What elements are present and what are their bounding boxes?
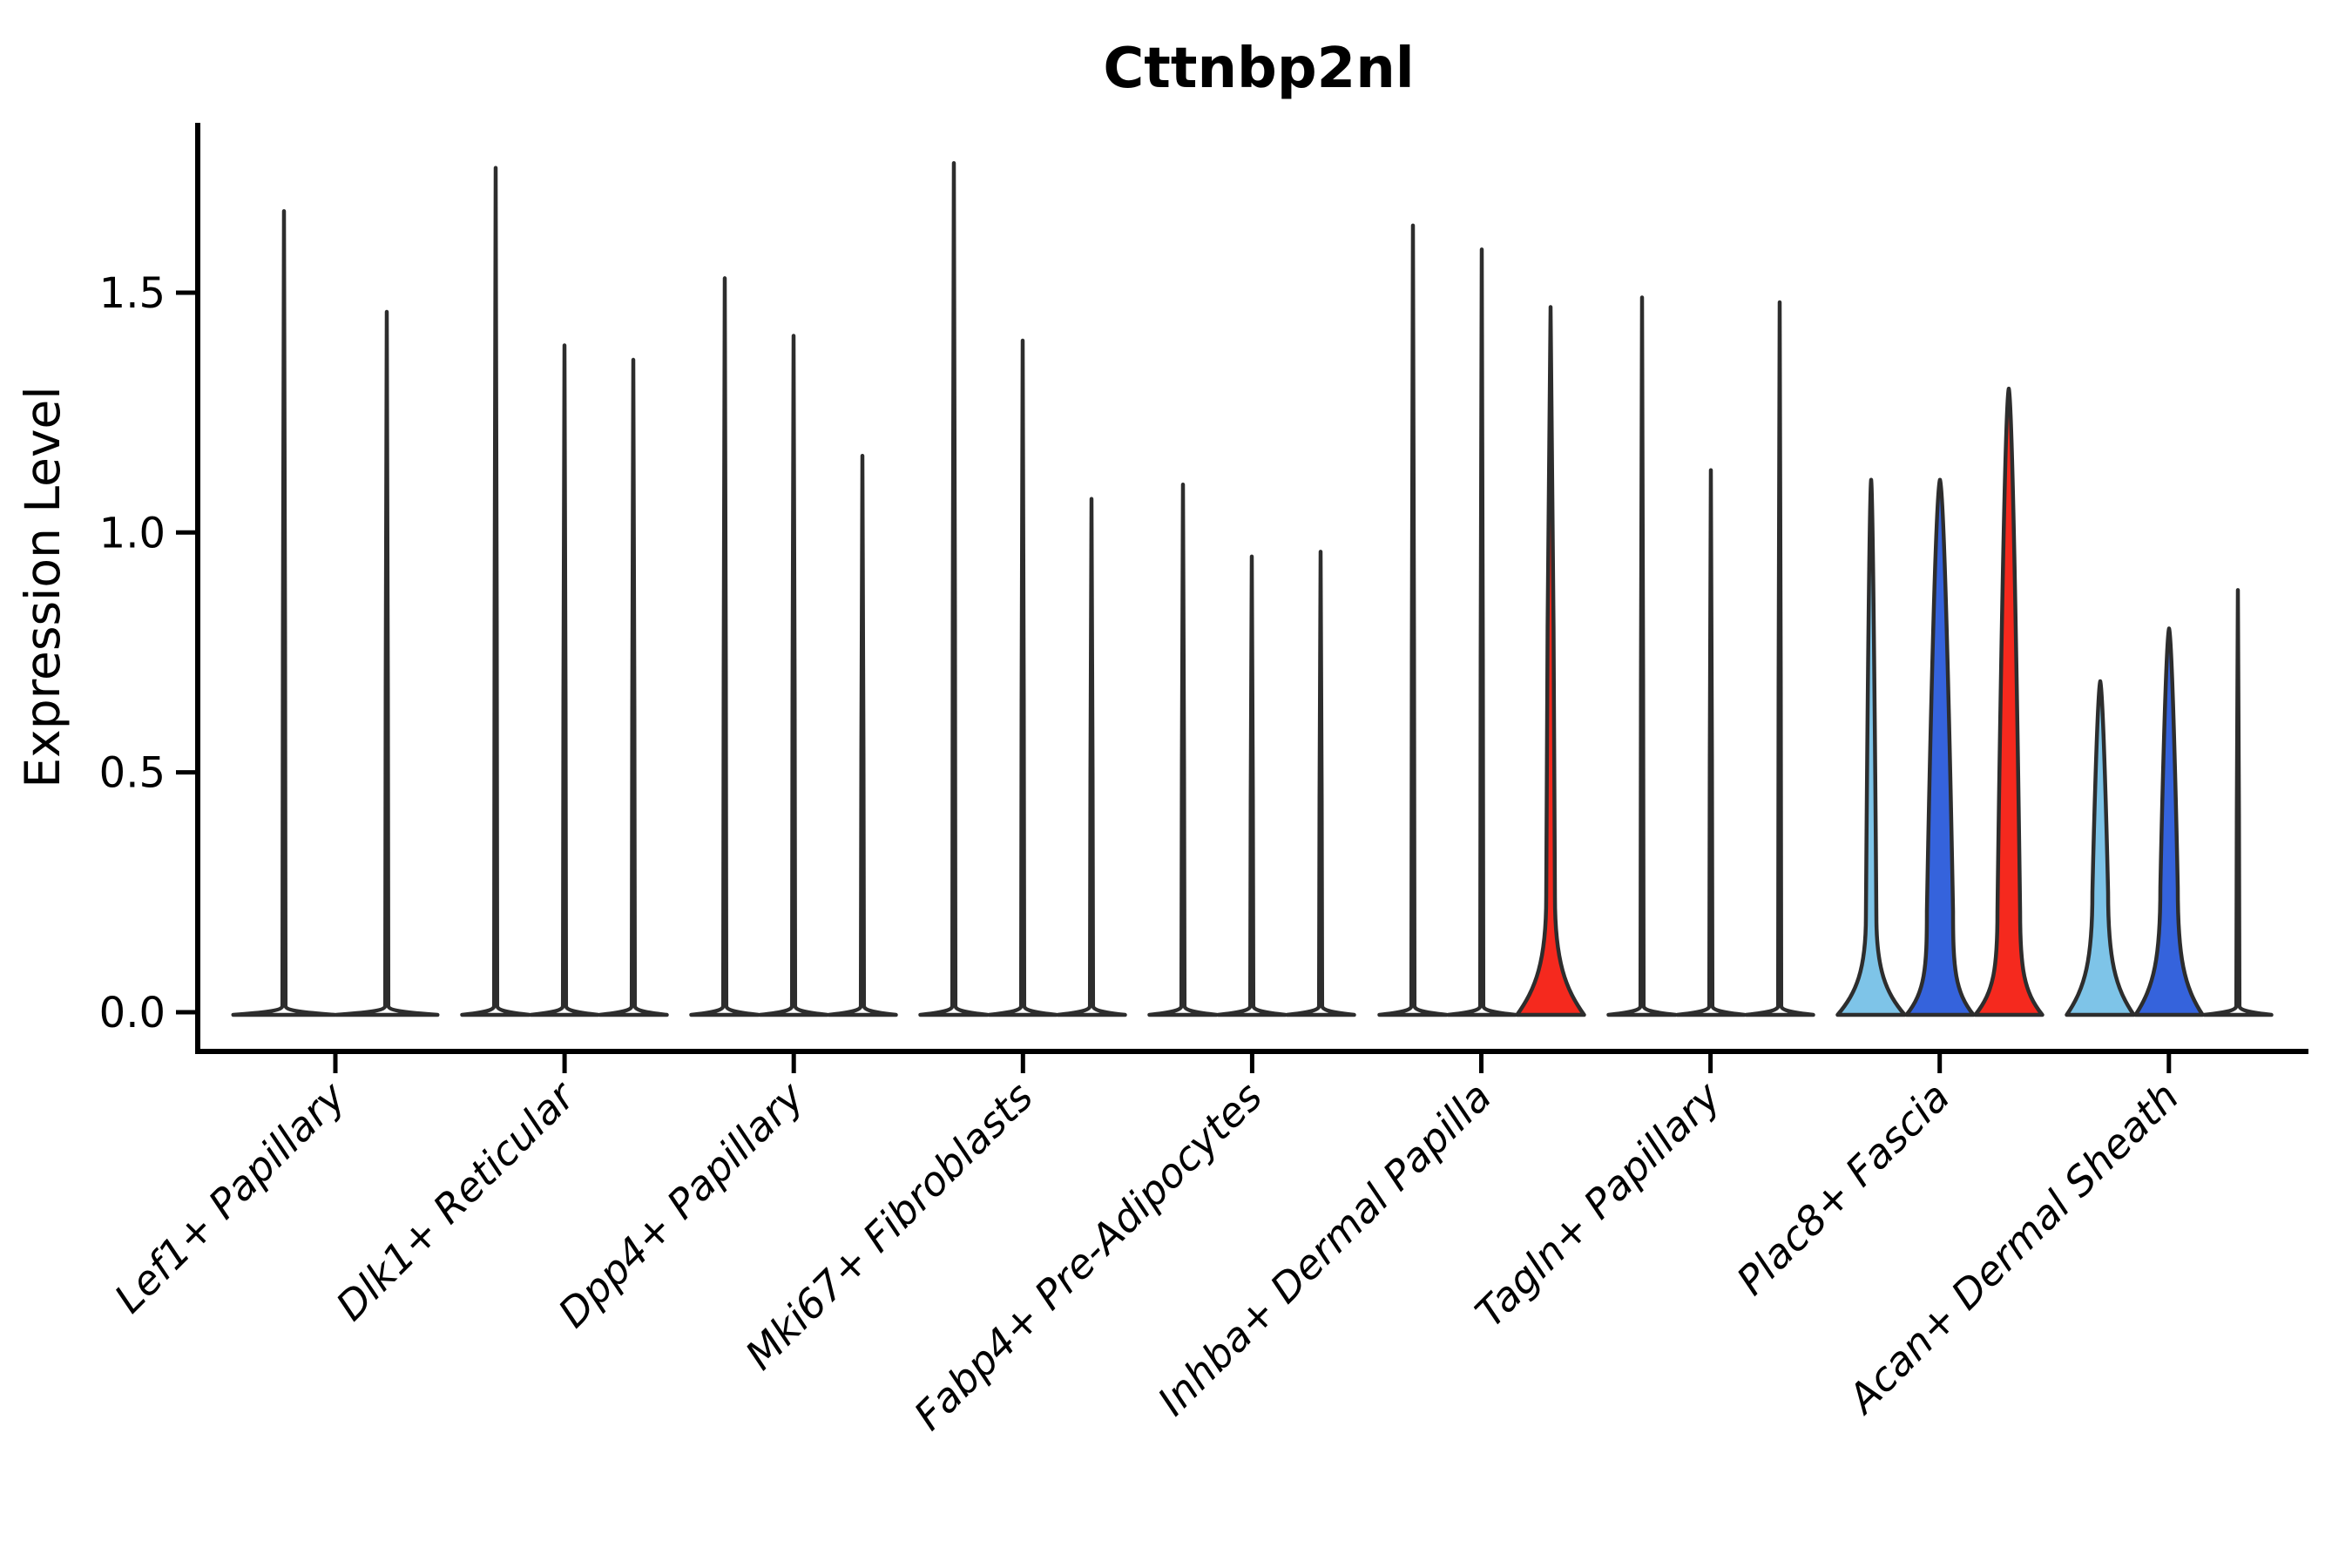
violin-6-2 (1744, 300, 1815, 1017)
x-tick-label: Plac8+ Fascia (1727, 1073, 1958, 1304)
violin-4-2 (1285, 550, 1356, 1017)
violin-2-1 (758, 334, 829, 1017)
violin-1-1 (529, 343, 600, 1017)
violin-2-0 (689, 276, 760, 1017)
violins-layer (231, 161, 2274, 1017)
x-tick-label: Dpp4+ Papillary (549, 1072, 813, 1336)
violin-8-1 (2133, 626, 2205, 1017)
violin-0-1 (334, 309, 440, 1017)
y-axis-label: Expression Level (15, 386, 71, 787)
violin-3-2 (1056, 497, 1127, 1017)
x-tick-label: Lef1+ Papillary (105, 1072, 355, 1321)
chart-title: Cttnbp2nl (1103, 37, 1414, 101)
violin-1-2 (598, 357, 669, 1017)
violin-7-2 (1973, 386, 2044, 1017)
violin-5-2 (1515, 305, 1586, 1017)
violin-0-0 (231, 209, 337, 1017)
violin-8-0 (2065, 679, 2136, 1017)
violin-6-0 (1606, 295, 1678, 1017)
violin-5-0 (1377, 223, 1449, 1017)
y-tick-label: 0.5 (99, 749, 166, 798)
x-tick-label: Tagln+ Papillary (1466, 1072, 1730, 1336)
violin-4-1 (1216, 554, 1288, 1017)
y-tick-label: 1.0 (99, 509, 166, 558)
violin-8-2 (2202, 588, 2274, 1017)
violin-6-1 (1675, 468, 1747, 1017)
violin-5-1 (1446, 247, 1517, 1017)
violin-3-1 (987, 338, 1058, 1017)
violin-2-2 (827, 453, 898, 1017)
y-tick-label: 1.5 (99, 269, 166, 318)
y-tick-label: 0.0 (99, 989, 166, 1037)
violin-7-1 (1904, 477, 1976, 1017)
violin-7-0 (1835, 477, 1907, 1017)
violin-4-0 (1147, 482, 1219, 1017)
violin-3-0 (918, 161, 990, 1017)
violin-1-0 (460, 166, 531, 1017)
x-tick-label: Dlk1+ Reticular (327, 1071, 585, 1329)
